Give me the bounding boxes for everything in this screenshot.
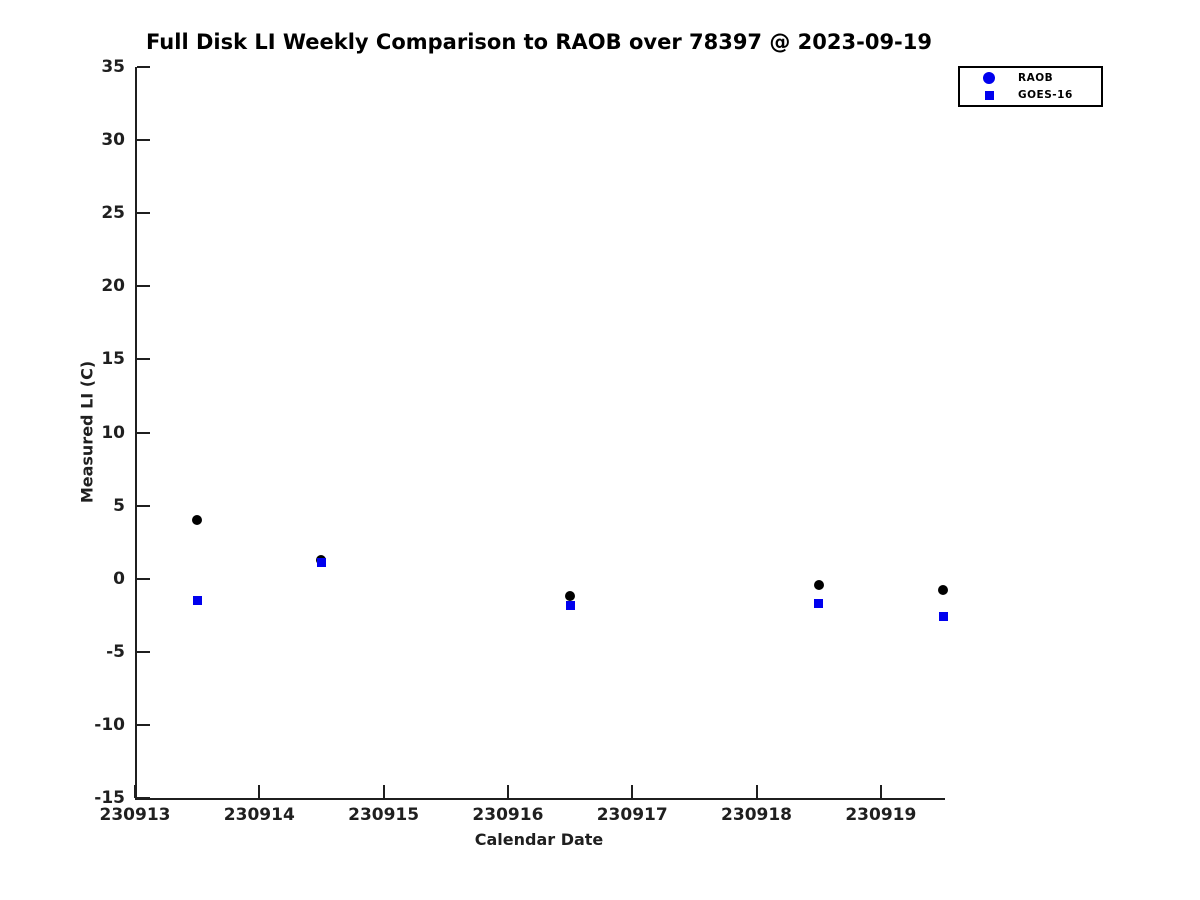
data-point-goes-16 (938, 612, 948, 622)
x-tick-label: 230915 (348, 805, 420, 825)
y-tick-label: 0 (113, 568, 125, 589)
x-tick-label: 230914 (223, 805, 295, 825)
x-tick (382, 785, 385, 798)
legend-entry-raob: RAOB (960, 70, 1101, 87)
y-tick-label: 20 (101, 276, 125, 297)
data-point-raob (813, 579, 824, 590)
x-tick-label: 230918 (721, 805, 793, 825)
data-point-raob (192, 515, 203, 526)
y-tick-label: 35 (101, 57, 125, 77)
x-axis-label: Calendar Date (474, 830, 604, 849)
legend: RAOB GOES-16 (958, 66, 1103, 107)
y-tick-label: -10 (94, 714, 125, 735)
y-tick-label: -15 (94, 788, 125, 808)
y-tick-label: 5 (113, 495, 125, 516)
y-tick (137, 431, 150, 434)
data-point-goes-16 (565, 600, 575, 610)
y-tick (137, 358, 150, 361)
data-point-goes-16 (316, 558, 326, 568)
legend-entry-goes16: GOES-16 (960, 87, 1101, 104)
x-tick (134, 785, 136, 798)
x-tick (631, 785, 634, 798)
data-point-goes-16 (814, 599, 824, 609)
legend-marker-col (960, 90, 1018, 100)
y-tick-label: -5 (106, 641, 125, 662)
y-tick (137, 139, 150, 142)
y-tick (137, 723, 150, 726)
y-tick-label: 25 (101, 203, 125, 224)
y-tick-label: 10 (101, 422, 125, 443)
legend-label-goes16: GOES-16 (1018, 89, 1073, 101)
legend-marker-col (960, 72, 1018, 84)
goes16-square-marker-icon (984, 90, 994, 100)
legend-label-raob: RAOB (1018, 72, 1054, 84)
y-tick-label: 30 (101, 130, 125, 151)
y-tick (137, 650, 150, 653)
raob-circle-marker-icon (983, 72, 995, 84)
x-tick-label: 230916 (472, 805, 544, 825)
y-tick (137, 797, 150, 799)
x-tick (506, 785, 509, 798)
x-tick (755, 785, 758, 798)
x-tick-label: 230917 (596, 805, 668, 825)
data-point-raob (938, 585, 948, 596)
x-tick (258, 785, 261, 798)
y-tick (137, 504, 150, 507)
y-tick-label: 15 (101, 349, 125, 370)
data-point-raob (565, 591, 576, 602)
chart-title: Full Disk LI Weekly Comparison to RAOB o… (145, 30, 933, 54)
plot-area (135, 67, 945, 800)
x-tick (879, 785, 882, 798)
x-tick-label: 230919 (845, 805, 917, 825)
y-tick (137, 577, 150, 580)
y-tick (137, 212, 150, 215)
y-tick (137, 285, 150, 288)
data-point-goes-16 (192, 596, 202, 606)
x-tick-label: 230913 (99, 805, 171, 825)
y-tick (137, 66, 150, 68)
